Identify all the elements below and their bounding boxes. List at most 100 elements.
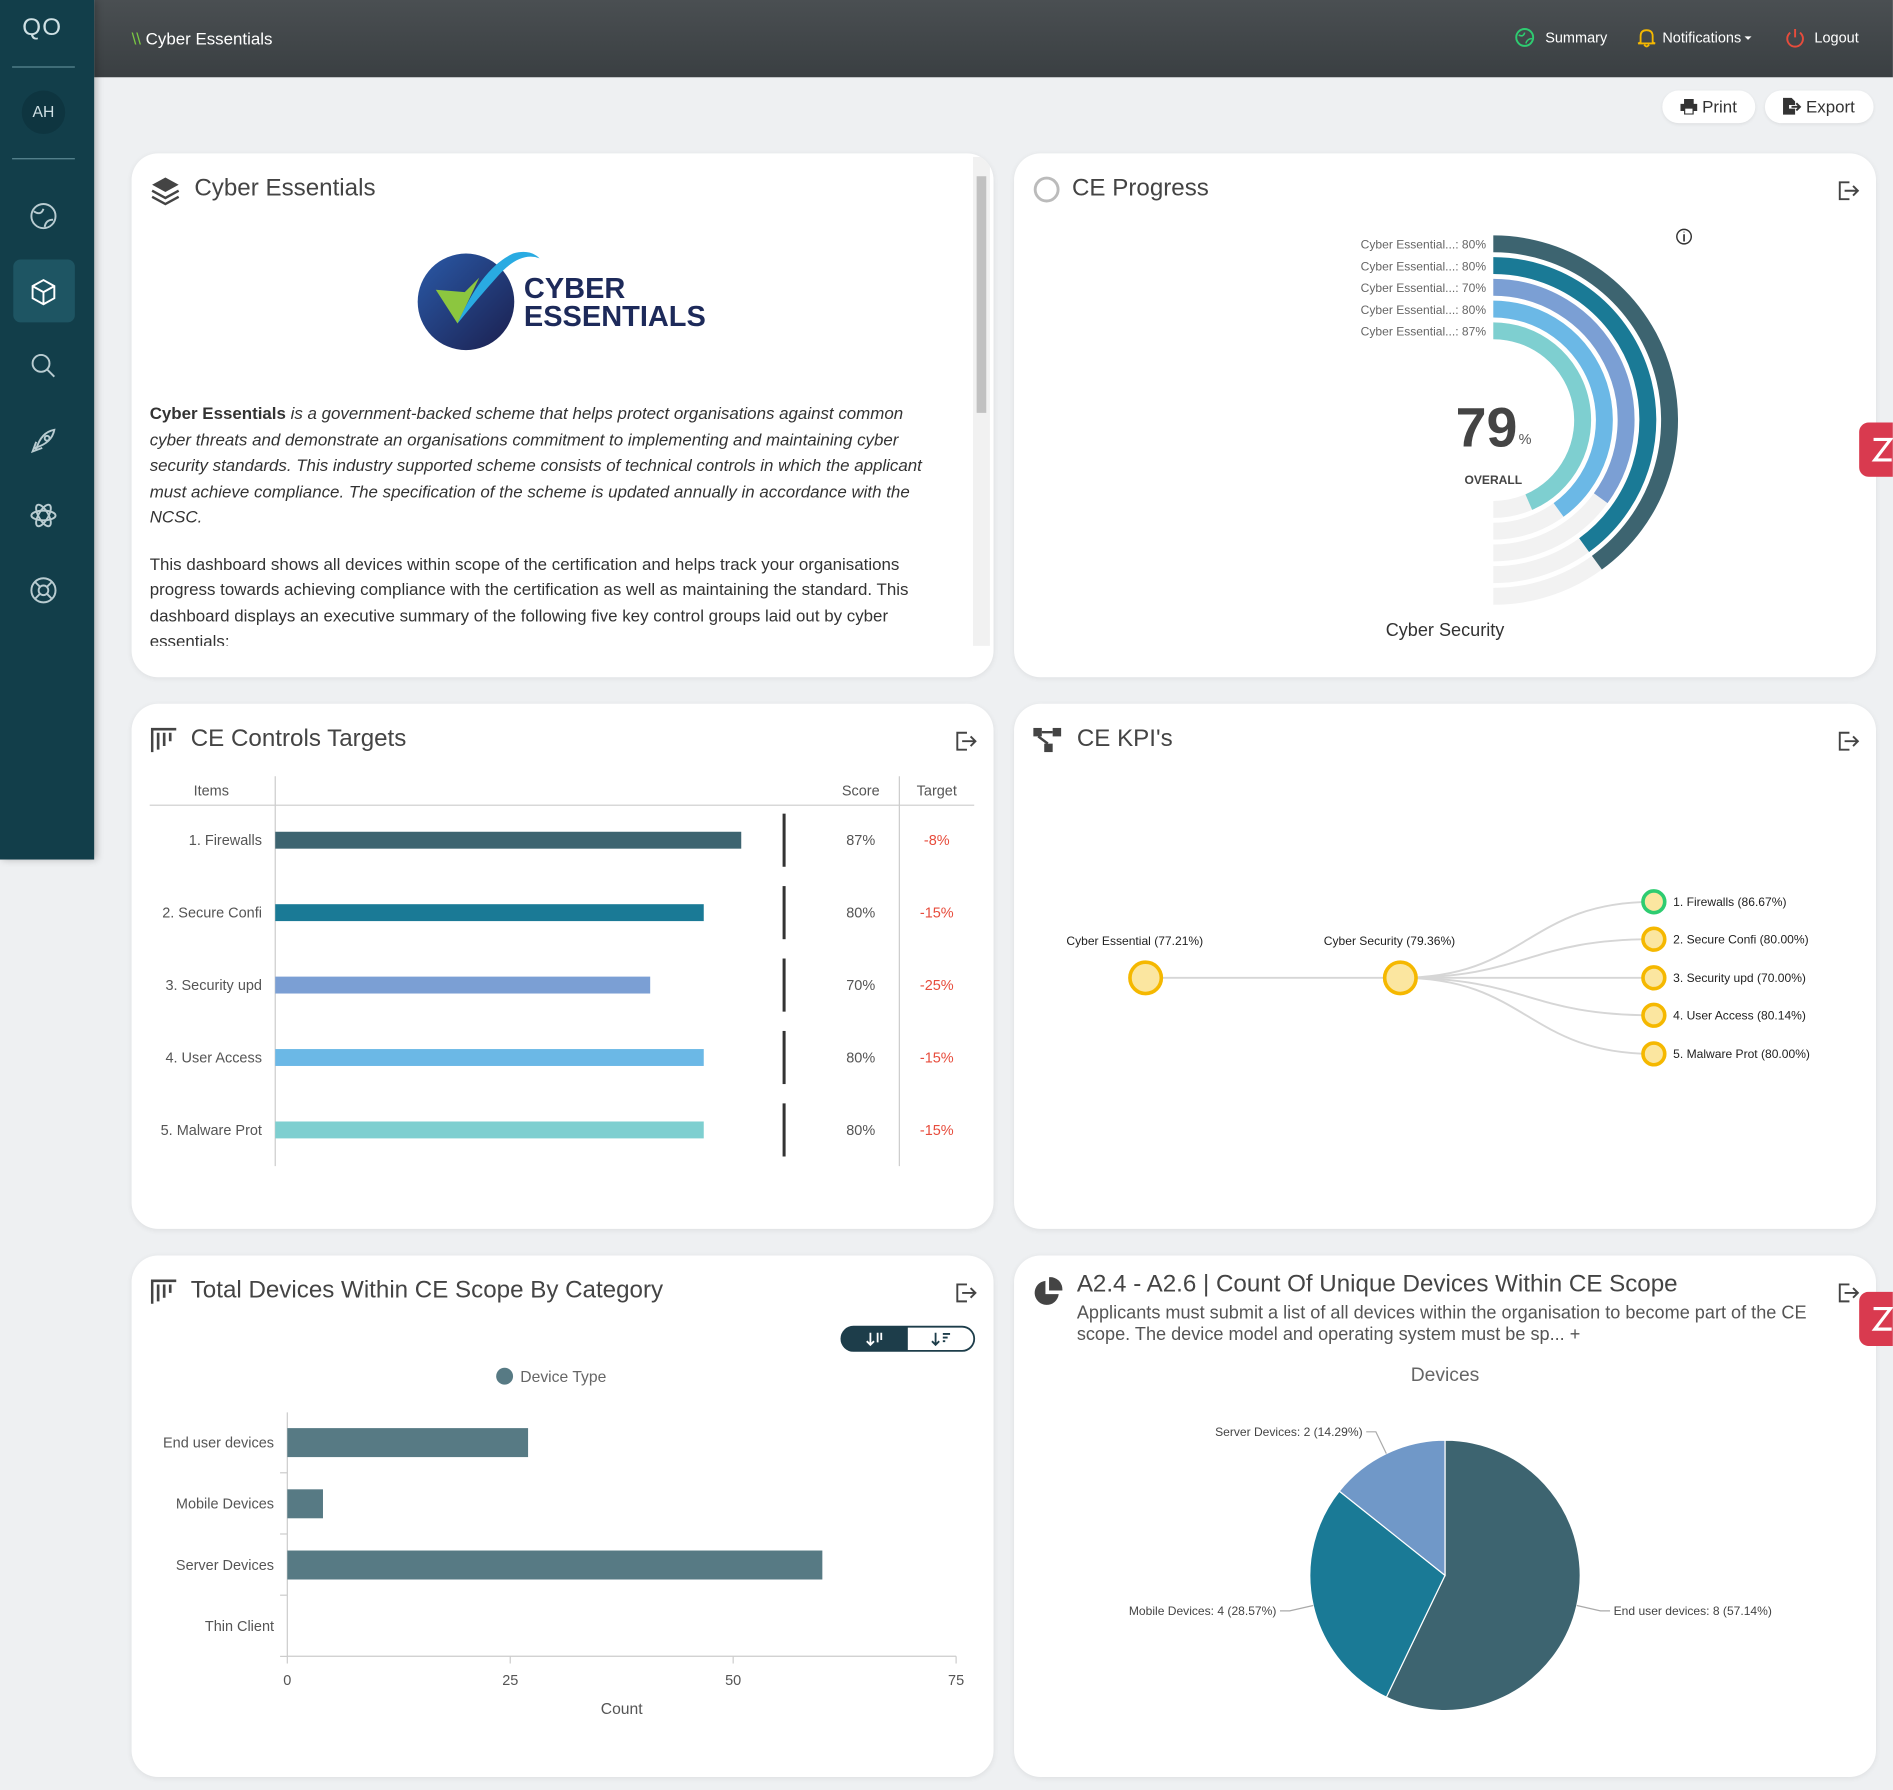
node-label: 5. Malware Prot (80.00%) (1673, 1047, 1810, 1061)
tree-node[interactable] (1641, 926, 1667, 952)
pie-icon (1034, 1277, 1063, 1305)
tree-link (1400, 938, 1654, 979)
scrollbar[interactable] (973, 156, 990, 646)
top-bar: \\ Cyber Essentials Summary Notification… (94, 0, 1893, 78)
export-icon[interactable] (1838, 181, 1860, 201)
logout-link[interactable]: Logout (1814, 28, 1859, 46)
nav-help[interactable] (30, 577, 57, 604)
legend-label: Device Type (520, 1369, 606, 1386)
paragraph: This dashboard shows all devices within … (149, 553, 909, 646)
leader-line (1280, 1604, 1314, 1612)
target-label: -15% (920, 1123, 954, 1139)
bell-icon (1637, 29, 1656, 48)
notifications-link[interactable]: Notifications (1662, 28, 1742, 46)
tree-icon (1033, 727, 1062, 753)
app-logo[interactable]: QO (22, 14, 63, 42)
tree-node[interactable] (1128, 960, 1164, 996)
bar (287, 1489, 323, 1519)
panel-title: CE KPI's (1076, 725, 1173, 753)
series-label: Cyber Essential...: 80% (1361, 238, 1487, 252)
scroll-thumb[interactable] (976, 176, 987, 413)
intro-text: Cyber Essentials is a government-backed … (150, 401, 949, 646)
bar-icon (150, 727, 177, 753)
divider (12, 158, 75, 160)
leader-line (1576, 1604, 1611, 1612)
icon-shape (956, 1283, 977, 1303)
logo-text: CYBER (524, 273, 625, 305)
layers-icon (151, 177, 180, 206)
paragraph: Cyber Essentials is a government-backed … (150, 401, 949, 531)
panel-title: Total Devices Within CE Scope By Categor… (190, 1277, 664, 1304)
y-tick-label: End user devices (163, 1435, 274, 1451)
x-tick-label: 25 (502, 1673, 518, 1689)
kpi-panel: CE KPI's Cyber Essential (77.21%) Cyber S… (1014, 703, 1876, 1229)
print-icon (1680, 98, 1698, 115)
export-icon[interactable] (956, 731, 977, 751)
x-tick-label: 50 (725, 1673, 741, 1689)
target-label: -25% (920, 978, 954, 994)
bar (275, 976, 651, 994)
info-icon[interactable] (1676, 228, 1693, 245)
user-avatar[interactable]: AH (21, 90, 66, 134)
slice-label: Mobile Devices: 4 (28.57%) (1129, 1604, 1277, 1618)
y-tick-label: Server Devices (176, 1558, 274, 1574)
print-label: Print (1702, 96, 1737, 116)
bar-icon (150, 1279, 177, 1304)
side-widget[interactable] (1859, 422, 1893, 477)
score-label: 70% (846, 978, 875, 994)
series-label: Cyber Essential...: 87% (1361, 325, 1487, 339)
export-button[interactable]: Export (1764, 90, 1874, 124)
nav-cube[interactable] (31, 278, 56, 306)
node-label: Cyber Security (79.36%) (1324, 934, 1455, 948)
side-widget[interactable] (1859, 1291, 1893, 1347)
breadcrumb-text[interactable]: Cyber Essentials (145, 28, 273, 49)
sort-toggle[interactable] (840, 1325, 976, 1353)
bar (275, 1049, 704, 1066)
radial-bar (1493, 278, 1635, 504)
node-label: 3. Security upd (70.00%) (1673, 971, 1806, 985)
logo-text: ESSENTIALS (524, 301, 706, 333)
lead-rest: is a government-backed scheme that helps… (149, 403, 922, 527)
export-icon[interactable] (1838, 731, 1860, 751)
total-value: 79 (1456, 397, 1518, 459)
chart-title: Devices (1411, 1365, 1480, 1386)
target-label: -8% (924, 833, 950, 849)
legend-swatch (496, 1367, 514, 1385)
score-label: 80% (846, 1123, 875, 1139)
tree-node[interactable] (1641, 889, 1667, 915)
nav-search[interactable] (31, 353, 56, 378)
nav-rocket[interactable] (30, 428, 56, 454)
radial-bar (1493, 257, 1657, 552)
nav-globe[interactable] (30, 203, 57, 230)
intro-panel: Cyber Essentials CYBER ESSENTIALS Cyber … (131, 153, 994, 678)
radial-chart: Cyber Essential...: 80% Cyber Essential..… (1361, 181, 1860, 640)
tree-node[interactable] (1641, 1002, 1667, 1028)
total-label: OVERALL (1464, 473, 1522, 487)
export-label: Export (1805, 96, 1855, 116)
sidebar: QO AH (0, 0, 95, 860)
export-icon[interactable] (1838, 1283, 1860, 1303)
summary-link[interactable]: Summary (1545, 28, 1608, 46)
x-tick-label: 75 (948, 1673, 964, 1689)
target-label: -15% (920, 905, 954, 921)
summary-icon (1515, 28, 1535, 47)
print-button[interactable]: Print (1662, 90, 1756, 124)
y-tick-label: Mobile Devices (176, 1497, 274, 1513)
radial-bar (1493, 300, 1613, 517)
panel-title: A2.4 - A2.6 | Count Of Unique Devices Wi… (1076, 1271, 1678, 1298)
tree-node[interactable] (1641, 965, 1667, 991)
total-unit: % (1519, 432, 1532, 448)
tree-link (1400, 976, 1654, 1055)
export-icon[interactable] (956, 1283, 977, 1303)
pie-panel: A2.4 - A2.6 | Count Of Unique Devices Wi… (1014, 1255, 1876, 1777)
pie-slice (1338, 1439, 1446, 1577)
targets-panel: CE Controls Targets Items Score Target 1. F… (131, 703, 994, 1229)
icon-shape (1838, 1283, 1860, 1303)
bar-chart: Device Type 0 25 50 75 End user devices Mobile… (163, 1283, 977, 1718)
radial-bar (1493, 235, 1678, 570)
nav-atom[interactable] (30, 503, 57, 529)
icon-shape (1676, 228, 1693, 245)
tree-node[interactable] (1641, 1041, 1667, 1067)
tree-node[interactable] (1382, 960, 1418, 996)
